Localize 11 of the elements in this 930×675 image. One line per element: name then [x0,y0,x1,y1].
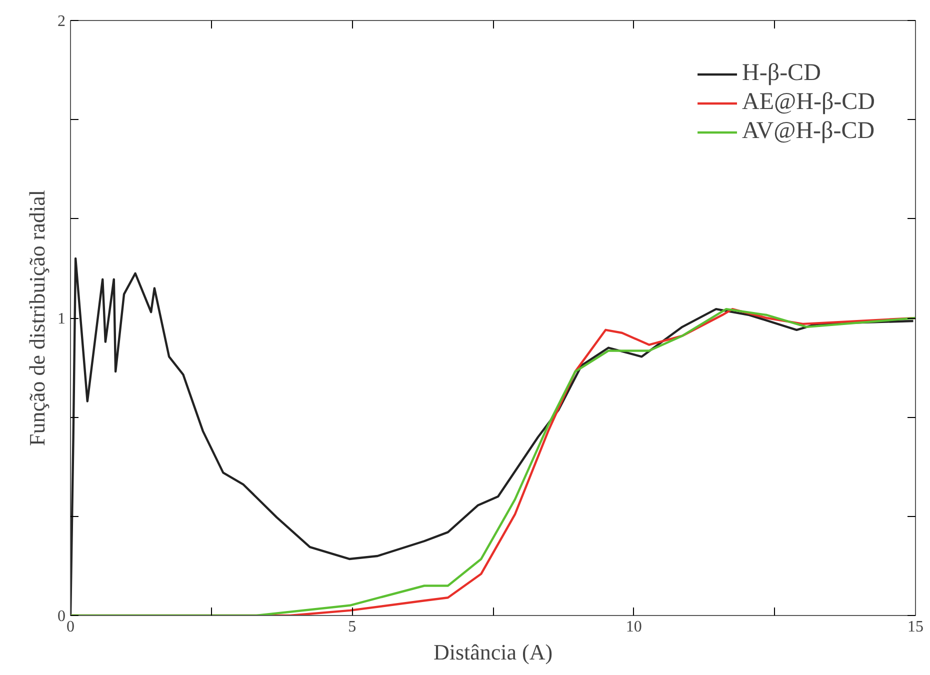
legend-label: AE@H-β-CD [742,89,875,116]
x-tick-label: 15 [908,618,924,636]
x-axis-title: Distância (A) [433,640,553,664]
y-tick-label: 2 [58,13,66,30]
y-axis-title: Função de distribuição radial [24,190,50,446]
y-tick-label: 1 [58,310,66,328]
y-tick-label: 0 [58,608,66,625]
legend-label: H-β-CD [742,60,821,87]
x-tick-label: 5 [348,618,356,636]
legend-label: AV@H-β-CD [742,118,875,145]
x-tick-label: 10 [626,618,642,636]
